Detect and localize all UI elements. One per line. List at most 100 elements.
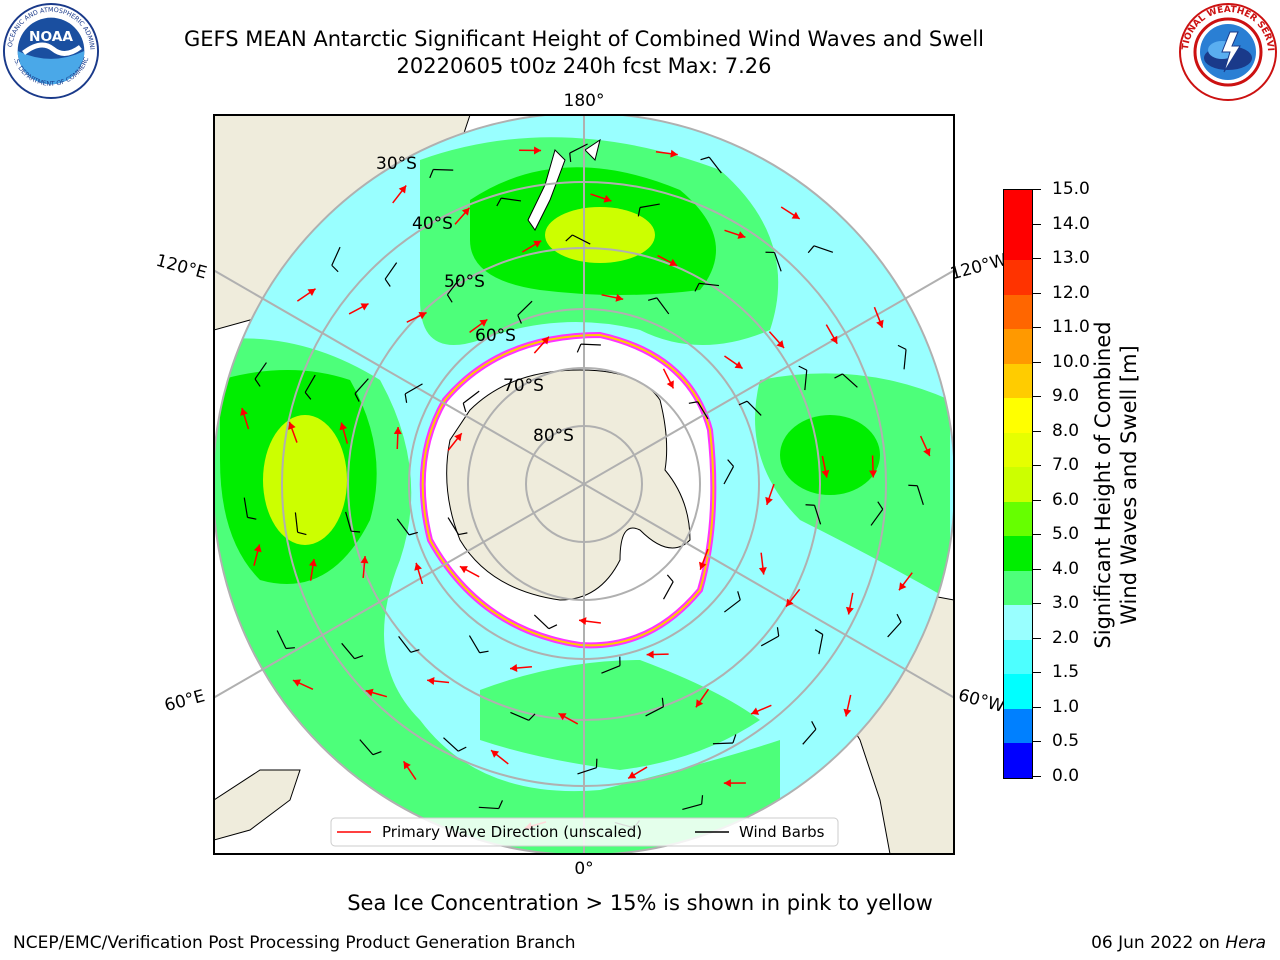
wind-barb-shaft [870,508,884,526]
colorbar-bin [1004,362,1032,399]
wave-arrow-head [723,779,731,788]
wave-arrow-head [843,708,852,717]
lon-label-120w: 120°W [948,250,1009,284]
ocean-peak-indian [263,415,347,545]
wind-barb-shaft [746,400,762,416]
wind-barb-shaft [404,383,423,395]
wind-barb-shaft [331,246,341,266]
wind-barb-shaft [577,767,597,775]
wind-barb-shaft [708,156,722,174]
wave-arrow-head [427,677,435,685]
wind-barb-shaft [446,278,461,296]
wave-arrow-head [461,207,470,216]
wave-arrow-head [669,258,678,267]
colorbar-tick-label: 4.0 [1052,558,1080,579]
wind-barb-shaft [842,373,858,388]
wave-arrow-head [876,319,884,328]
colorbar-tick [1033,361,1041,363]
wave-arrow-head [365,688,374,697]
wave-arrow-head [240,407,248,416]
noaa-logo-text: NOAA [29,29,73,45]
wind-barb-feather [517,314,522,324]
wind-barb-feather [304,392,312,400]
wind-barb-feather [462,403,467,413]
wind-barb-feather [637,207,641,217]
wind-barb-shaft [462,390,480,404]
wind-barb-feather [354,393,360,402]
wind-barb-feather [446,294,453,303]
chart-subtitle: 20220605 t00z 240h fcst Max: 7.26 [396,54,772,78]
lon-label-60w: 60°W [956,685,1007,717]
colorbar-tick [1033,499,1041,501]
colorbar-tick-label: 13.0 [1052,248,1090,269]
wind-barb-feather [738,400,748,406]
wave-arrow-head [454,433,462,442]
wind-barb-feather [354,655,364,660]
wave-arrow-head [830,335,838,344]
wind-barb-feather [694,283,700,292]
colorbar-tick [1033,603,1041,605]
wind-barb-feather [404,393,408,403]
wind-barb-feather [811,721,817,730]
colorbar-tick-label: 14.0 [1052,213,1090,234]
wave-arrow-head [821,469,830,478]
lon-label-60e: 60°E [162,686,207,716]
wind-barb-shaft [510,711,530,721]
map-frame [213,114,955,855]
colorbar-tick-label: 8.0 [1052,420,1080,441]
wind-barb-feather [661,697,664,707]
wind-barb-shaft [760,635,780,647]
wave-arrow-head [541,336,549,345]
colorbar-bin [1004,397,1032,433]
wave-arrow-head [360,303,369,311]
wind-barb-feather [648,297,658,301]
wind-barb-shaft [712,742,733,745]
wind-barb-shaft [818,634,824,655]
wave-arrow-head [393,427,402,435]
colorbar-tick-label: 2.0 [1052,627,1080,648]
colorbar-bin [1004,535,1032,571]
wind-barb-shaft [645,706,664,717]
wave-arrow-head [758,567,767,575]
wind-barb-feather [877,501,884,510]
colorbar-tick [1033,327,1041,329]
wind-barb-feather [896,613,902,623]
wave-arrow-head [666,380,674,389]
colorbar-bin [1004,328,1032,364]
wind-barb-shaft [813,505,822,525]
colorbar-bin [1004,466,1032,502]
wind-barb-shaft [384,262,398,280]
wave-arrow-head [765,496,773,505]
colorbar-tick [1033,189,1041,190]
wave-arrow-head [533,240,542,248]
colorbar-tick-label: 3.0 [1052,593,1080,614]
wind-barb-shaft [501,197,522,202]
wind-barb-shaft [533,614,550,630]
wind-barb-feather [331,264,339,273]
map-legend: Primary Wave Direction (unscaled) Wind B… [330,817,839,847]
wind-barb-feather [569,152,572,163]
colorbar-bin [1004,673,1032,709]
noaa-logo: NOAA NATIONAL OCEANIC AND ATMOSPHERIC AD… [2,2,100,100]
wind-barb-shaft [601,665,621,674]
wind-barb-shaft [804,370,808,391]
wind-barb-feather [410,649,420,653]
africa-landmass [214,769,301,841]
wave-arrow-head [253,544,262,553]
wave-arrow-head [360,556,369,564]
wave-arrow-head [558,713,567,721]
wave-arrow-head [751,707,760,715]
wind-barb-feather [701,795,704,805]
colorbar-tick [1033,292,1041,294]
wind-barb-feather [814,629,824,635]
colorbar-tick [1033,637,1041,639]
wind-barb-shaft [813,245,834,253]
lat-label-80s: 80°S [533,426,574,446]
wave-arrow-head [339,422,348,431]
colorbar-tick [1033,706,1041,708]
wave-arrow-head [776,340,785,349]
wind-barb-feather [247,516,257,520]
wind-barb-feather [528,713,536,721]
lat-label-60s: 60°S [475,326,516,346]
wind-barb-feather [479,650,489,654]
